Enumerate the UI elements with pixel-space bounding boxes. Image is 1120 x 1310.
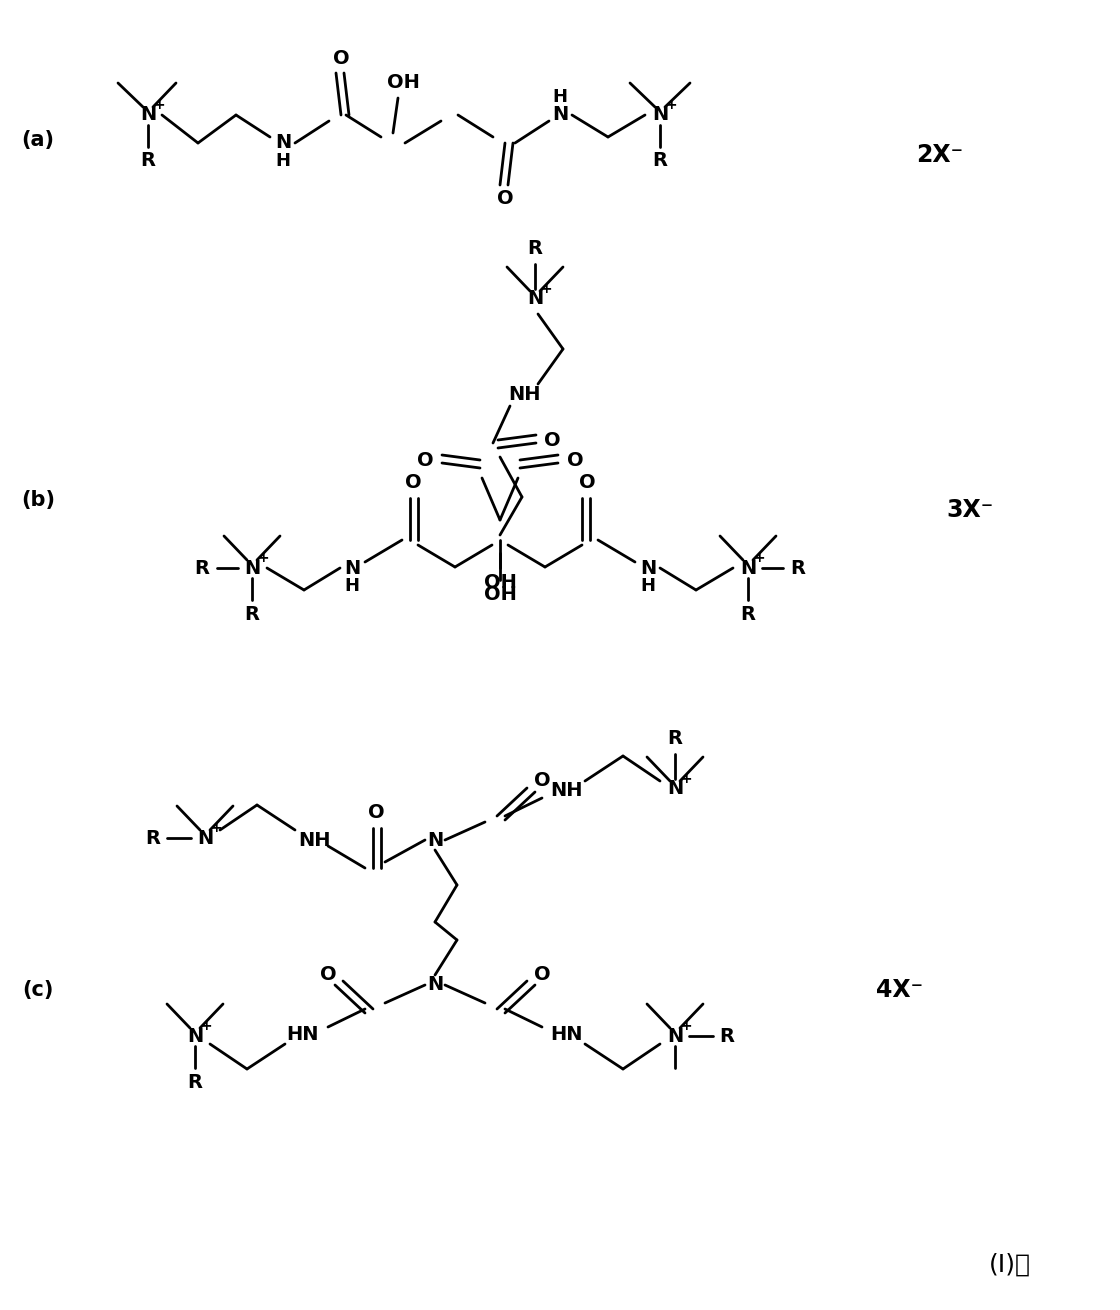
- Text: H: H: [552, 88, 568, 106]
- Text: N: N: [244, 558, 260, 578]
- Text: R: R: [791, 558, 805, 578]
- Text: R: R: [195, 558, 209, 578]
- Text: 4X⁻: 4X⁻: [877, 979, 924, 1002]
- Text: R: R: [653, 152, 668, 170]
- Text: OH: OH: [386, 73, 419, 93]
- Text: 2X⁻: 2X⁻: [916, 143, 963, 166]
- Text: +: +: [680, 1019, 692, 1034]
- Text: HN: HN: [551, 1024, 584, 1044]
- Text: N: N: [187, 1027, 203, 1045]
- Text: N: N: [140, 106, 156, 124]
- Text: H: H: [641, 576, 655, 595]
- Text: N: N: [740, 558, 756, 578]
- Text: R: R: [187, 1073, 203, 1091]
- Text: O: O: [404, 473, 421, 493]
- Text: 3X⁻: 3X⁻: [946, 498, 993, 521]
- Text: (Ⅰ)。: (Ⅰ)。: [989, 1252, 1032, 1277]
- Text: O: O: [367, 803, 384, 823]
- Text: N: N: [552, 106, 568, 124]
- Text: +: +: [665, 98, 676, 111]
- Text: R: R: [528, 240, 542, 258]
- Text: OH: OH: [484, 572, 516, 592]
- Text: N: N: [652, 106, 669, 124]
- Text: R: R: [719, 1027, 735, 1045]
- Text: R: R: [146, 828, 160, 848]
- Text: HN: HN: [287, 1024, 319, 1044]
- Text: O: O: [496, 190, 513, 208]
- Text: +: +: [211, 821, 222, 834]
- Text: N: N: [274, 134, 291, 152]
- Text: O: O: [543, 431, 560, 449]
- Text: O: O: [319, 964, 336, 984]
- Text: +: +: [753, 552, 765, 565]
- Text: N: N: [427, 976, 444, 994]
- Text: R: R: [740, 604, 756, 624]
- Text: +: +: [200, 1019, 212, 1034]
- Text: N: N: [344, 558, 361, 578]
- Text: NH: NH: [551, 782, 584, 800]
- Text: (b): (b): [21, 490, 55, 510]
- Text: H: H: [345, 576, 360, 595]
- Text: N: N: [666, 779, 683, 799]
- Text: N: N: [666, 1027, 683, 1045]
- Text: R: R: [140, 152, 156, 170]
- Text: N: N: [640, 558, 656, 578]
- Text: O: O: [579, 473, 596, 493]
- Text: (a): (a): [21, 130, 55, 151]
- Text: O: O: [534, 772, 550, 790]
- Text: N: N: [197, 828, 213, 848]
- Text: OH: OH: [484, 586, 516, 604]
- Text: (c): (c): [22, 980, 54, 1000]
- Text: NH: NH: [508, 385, 541, 403]
- Text: NH: NH: [299, 831, 332, 849]
- Text: N: N: [526, 290, 543, 308]
- Text: +: +: [680, 772, 692, 786]
- Text: +: +: [540, 282, 552, 296]
- Text: +: +: [258, 552, 269, 565]
- Text: +: +: [153, 98, 165, 111]
- Text: O: O: [417, 451, 433, 469]
- Text: O: O: [534, 964, 550, 984]
- Text: H: H: [276, 152, 290, 170]
- Text: R: R: [244, 604, 260, 624]
- Text: O: O: [333, 50, 349, 68]
- Text: N: N: [427, 831, 444, 849]
- Text: R: R: [668, 730, 682, 748]
- Text: O: O: [567, 451, 584, 469]
